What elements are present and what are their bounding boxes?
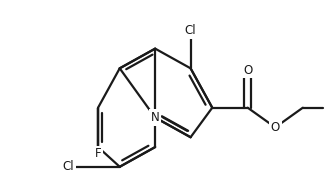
Text: Cl: Cl xyxy=(63,160,74,173)
Text: N: N xyxy=(151,111,159,124)
Text: Cl: Cl xyxy=(185,24,196,37)
Text: O: O xyxy=(243,64,252,77)
Text: F: F xyxy=(95,147,101,161)
Text: O: O xyxy=(271,121,280,134)
